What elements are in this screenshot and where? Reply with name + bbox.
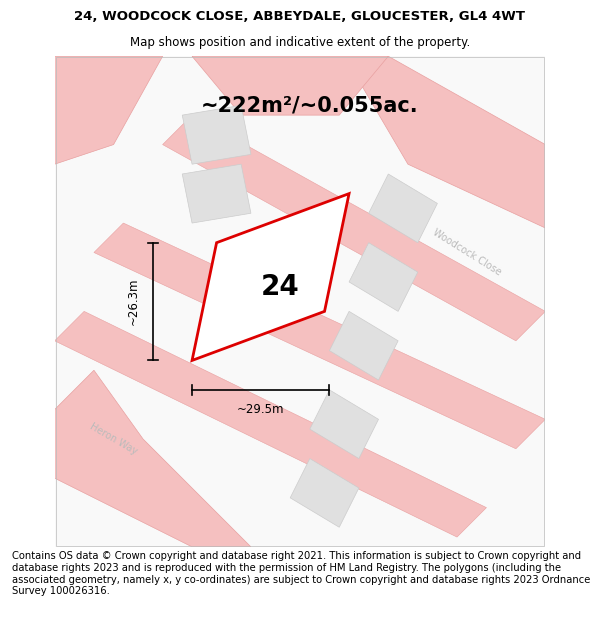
Text: ~222m²/~0.055ac.: ~222m²/~0.055ac. [201, 95, 419, 115]
Polygon shape [329, 311, 398, 380]
Text: 24: 24 [261, 273, 300, 301]
Text: ~29.5m: ~29.5m [237, 403, 284, 416]
Text: Woodcock Close: Woodcock Close [431, 228, 503, 278]
Text: 24, WOODCOCK CLOSE, ABBEYDALE, GLOUCESTER, GL4 4WT: 24, WOODCOCK CLOSE, ABBEYDALE, GLOUCESTE… [74, 10, 526, 23]
Polygon shape [192, 56, 388, 115]
Text: Map shows position and indicative extent of the property.: Map shows position and indicative extent… [130, 36, 470, 49]
Polygon shape [94, 223, 545, 449]
Polygon shape [368, 174, 437, 242]
Polygon shape [163, 115, 545, 341]
Polygon shape [182, 164, 251, 223]
Polygon shape [192, 194, 349, 361]
Text: Contains OS data © Crown copyright and database right 2021. This information is : Contains OS data © Crown copyright and d… [12, 551, 590, 596]
Polygon shape [55, 56, 163, 164]
Polygon shape [55, 370, 251, 547]
Text: ~26.3m: ~26.3m [127, 278, 140, 325]
Polygon shape [310, 390, 379, 459]
Polygon shape [55, 311, 487, 537]
Polygon shape [359, 56, 545, 228]
Polygon shape [349, 242, 418, 311]
Polygon shape [290, 459, 359, 528]
Polygon shape [182, 105, 251, 164]
Text: Heron Way: Heron Way [88, 421, 139, 456]
